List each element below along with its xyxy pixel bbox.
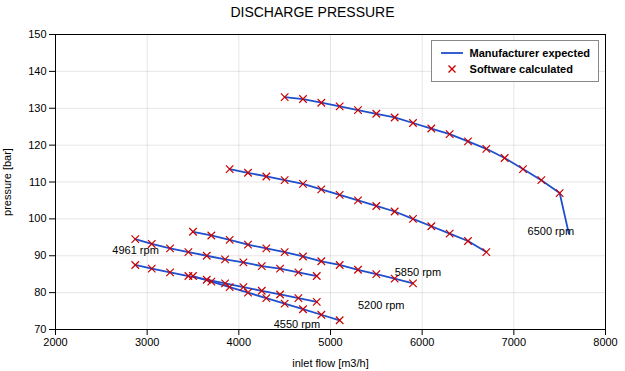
svg-text:pressure [bar]: pressure [bar] [1, 148, 13, 216]
html-text:Manufacturer expected: Manufacturer expected [469, 47, 590, 59]
svg-text:4550 rpm: 4550 rpm [274, 318, 320, 330]
svg-text:140: 140 [28, 65, 46, 77]
svg-text:130: 130 [28, 102, 46, 114]
svg-text:4000: 4000 [227, 336, 251, 348]
svg-text:5000: 5000 [318, 336, 342, 348]
svg-text:100: 100 [28, 212, 46, 224]
svg-text:3000: 3000 [135, 336, 159, 348]
svg-text:8000: 8000 [593, 336, 617, 348]
svg-text:110: 110 [29, 176, 47, 188]
svg-text:6000: 6000 [410, 336, 434, 348]
html-text:Software calculated: Software calculated [469, 63, 573, 75]
svg-text:150: 150 [28, 28, 46, 40]
svg-text:5200 rpm: 5200 rpm [358, 299, 404, 311]
svg-text:90: 90 [34, 249, 46, 261]
svg-text:70: 70 [34, 323, 46, 335]
svg-text:inlet flow [m3/h]: inlet flow [m3/h] [292, 357, 368, 369]
svg-text:6500 rpm: 6500 rpm [528, 225, 574, 237]
svg-text:7000: 7000 [502, 336, 526, 348]
html-text:DISCHARGE PRESSURE: DISCHARGE PRESSURE [230, 4, 395, 20]
svg-text:2000: 2000 [43, 336, 67, 348]
svg-text:5850 rpm: 5850 rpm [395, 266, 441, 278]
svg-text:4961 rpm: 4961 rpm [112, 244, 158, 256]
svg-text:120: 120 [28, 139, 46, 151]
svg-text:80: 80 [34, 286, 46, 298]
